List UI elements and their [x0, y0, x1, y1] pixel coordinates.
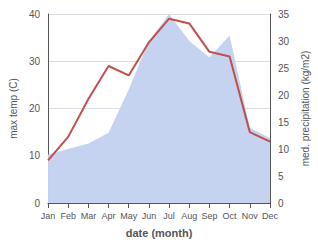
svg-text:25: 25 [278, 63, 290, 74]
svg-text:10: 10 [278, 144, 290, 155]
svg-text:30: 30 [29, 56, 41, 67]
svg-text:0: 0 [34, 198, 40, 209]
svg-text:Apr: Apr [102, 211, 116, 221]
svg-text:Dec: Dec [262, 211, 279, 221]
svg-text:15: 15 [278, 117, 290, 128]
svg-text:20: 20 [278, 90, 290, 101]
svg-text:Aug: Aug [181, 211, 197, 221]
svg-text:30: 30 [278, 36, 290, 47]
svg-text:Oct: Oct [223, 211, 238, 221]
svg-text:0: 0 [278, 198, 284, 209]
svg-text:Jun: Jun [142, 211, 157, 221]
svg-text:40: 40 [29, 9, 41, 20]
svg-text:35: 35 [278, 9, 290, 20]
svg-text:5: 5 [278, 171, 284, 182]
svg-text:20: 20 [29, 103, 41, 114]
svg-text:Sep: Sep [201, 211, 217, 221]
svg-text:10: 10 [29, 150, 41, 161]
svg-text:max temp (C): max temp (C) [8, 78, 19, 139]
svg-text:Nov: Nov [242, 211, 259, 221]
svg-text:May: May [120, 211, 138, 221]
svg-text:Jan: Jan [41, 211, 56, 221]
svg-text:Feb: Feb [60, 211, 76, 221]
svg-text:med. precipitation (kg/m2): med. precipitation (kg/m2) [300, 51, 311, 167]
svg-text:date (month): date (month) [126, 227, 193, 239]
svg-text:Jul: Jul [163, 211, 175, 221]
svg-text:Mar: Mar [81, 211, 97, 221]
